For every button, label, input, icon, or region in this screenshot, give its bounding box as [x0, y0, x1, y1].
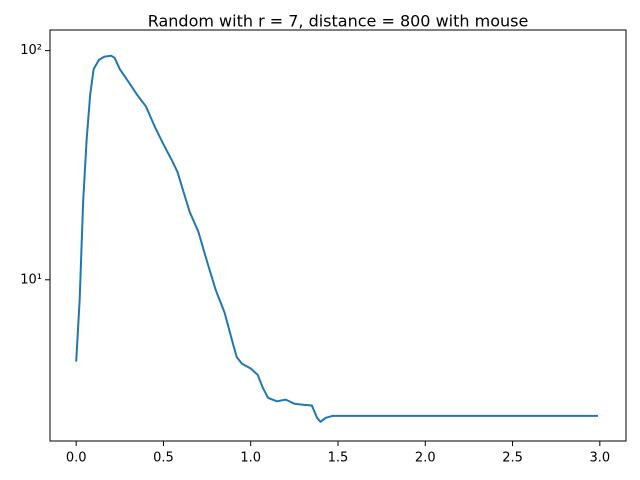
x-tick-label: 2.0 — [415, 451, 436, 466]
x-tick-label: 2.5 — [502, 451, 523, 466]
y-tick-label: 10¹ — [20, 272, 42, 287]
chart-title: Random with r = 7, distance = 800 with m… — [148, 12, 529, 31]
x-tick-label: 1.0 — [240, 451, 261, 466]
data-line — [75, 54, 599, 423]
x-tick-label: 3.0 — [589, 451, 610, 466]
x-tick-label: 1.5 — [328, 451, 349, 466]
x-tick-label: 0.0 — [66, 451, 87, 466]
x-tick-label: 0.5 — [153, 451, 174, 466]
y-tick-label: 10² — [20, 43, 42, 58]
